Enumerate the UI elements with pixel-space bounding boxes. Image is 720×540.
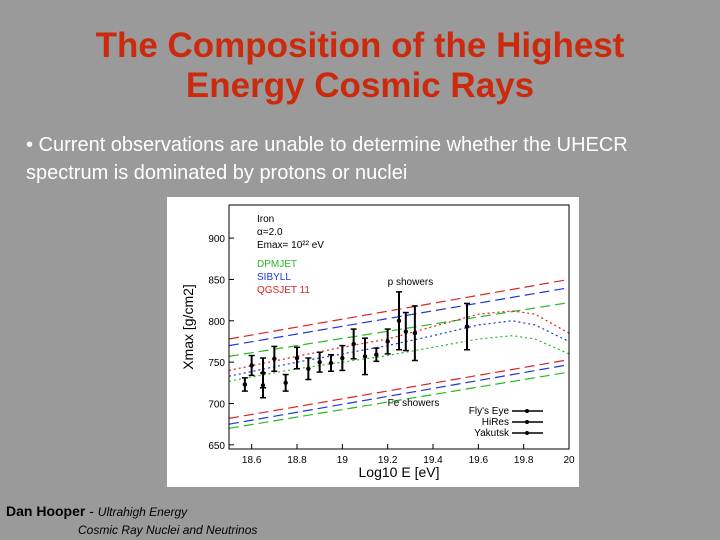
data-point [328,360,334,366]
xmax-figure: 18.6 18.8 19 19.2 19.4 19.6 19.8 20 650 700 750 800… [167,197,579,487]
footer-talk-title-2: Cosmic Ray Nuclei and Neutrinos [78,523,258,537]
x-tick-label: 20 [563,455,575,466]
legend-experiment: Yakutsk [474,428,510,439]
legend-model: QGSJET 11 [257,285,310,296]
legend-experiment: HiRes [482,417,509,428]
legend-experiment-marker [525,431,529,435]
data-point [351,341,356,347]
legend-parameter: α=2.0 [257,227,283,238]
legend-experiment-marker [525,420,529,424]
annotation: p showers [388,277,434,288]
data-point [464,324,470,329]
footer-talk-title-1: Ultrahigh Energy [97,505,188,519]
data-point [374,352,379,357]
footer-separator: - [85,503,98,519]
data-point [242,382,248,387]
annotation: Fe showers [388,398,440,409]
footer-author: Dan Hooper [6,503,86,519]
y-tick-label: 750 [208,358,225,369]
slide-title-line1: The Composition of the Highest [95,26,625,65]
legend-parameter: Iron [257,214,274,225]
y-tick-label: 900 [208,234,225,245]
data-point [403,329,408,334]
slide-title: The Composition of the Highest Energy Co… [20,26,700,106]
xmax-chart: 18.6 18.8 19 19.2 19.4 19.6 19.8 20 650 700 750 800… [180,204,575,480]
model-line [228,359,570,419]
x-tick-label: 19.6 [469,455,489,466]
data-point [283,380,288,386]
data-point [294,355,300,361]
data-point [362,354,368,359]
data-point [340,355,345,361]
x-tick-label: 19.2 [378,455,398,466]
model-line [228,371,570,429]
bullet-text: • Current observations are unable to det… [26,134,628,184]
data-point [249,363,254,368]
legend-parameter: Emax= 10²² eV [257,240,324,251]
legend-model: SIBYLL [257,272,291,283]
data-point [412,331,418,336]
x-axis-label: Log10 E [eV] [359,464,440,480]
y-axis-label: Xmax [g/cm2] [180,284,196,370]
x-tick-label: 19.8 [514,455,534,466]
data-point [260,383,266,388]
legend-model: DPMJET [257,259,297,270]
data-point [317,359,322,365]
plot-frame [228,204,570,450]
x-tick-label: 19.4 [423,455,443,466]
data-point [385,339,390,344]
x-tick-label: 18.8 [287,455,307,466]
y-tick-label: 800 [208,317,225,328]
model-line [228,310,570,372]
slide-title-line2: Energy Cosmic Rays [185,66,535,105]
model-line [228,364,570,425]
y-tick-label: 650 [208,441,225,452]
data-point [306,366,311,371]
y-tick-label: 850 [208,275,225,286]
x-tick-label: 18.6 [242,455,262,466]
footer: Dan Hooper - Ultrahigh Energy Cosmic Ray… [6,502,257,539]
data-point [272,356,277,362]
y-tick-label: 700 [208,400,225,411]
model-line [228,335,570,382]
x-tick-label: 19 [337,455,349,466]
data-point [396,318,402,323]
legend-experiment: Fly's Eye [469,406,510,417]
legend-experiment-marker [525,409,529,413]
